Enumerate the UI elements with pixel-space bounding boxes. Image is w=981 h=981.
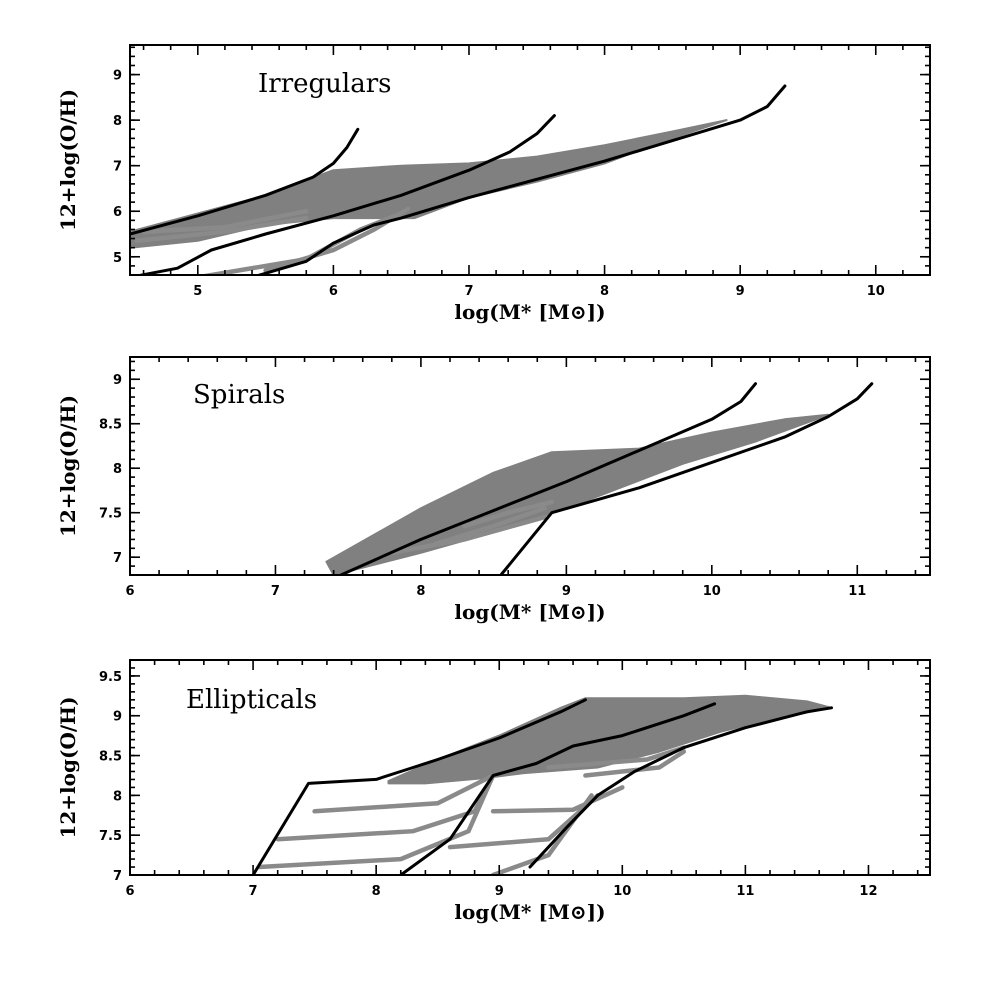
panel-spirals: 6 7 8 9 10 11 7 7.5 8 8.5 9 Spirals log(M* [M⊙]) 12+l… [56,356,931,624]
series-grey-track-2 [141,208,309,234]
series-track-2 [134,114,556,275]
panel-title: Ellipticals [186,685,317,715]
y-tick-label: 5 [113,251,122,266]
x-tick-label: 7 [249,884,258,899]
y-tick-label: 8.5 [99,750,122,765]
series-grey-track-3 [256,773,496,870]
x-axis-label: log(M* [M⊙]) [454,600,605,624]
x-tick-label: 9 [562,584,571,599]
plot-area [130,84,787,275]
plot-area [251,694,833,875]
y-axis-label: 12+log(O/H) [56,696,80,838]
panel-ellipticals: 6 7 8 9 10 11 1277.588.599.5Ellipticalslog(M* … [56,659,931,924]
y-axis-label: 12+log(O/H) [56,89,80,231]
y-tick-label: 9 [113,69,122,84]
x-tick-label: 6 [125,884,134,899]
plot-frame [129,44,931,276]
x-tick-label: 8 [416,584,425,599]
y-tick-label: 6 [113,205,122,220]
x-axis-label: log(M* [M⊙]) [454,300,605,324]
series-grey-track-7 [583,749,687,778]
y-axis-label: 12+log(O/H) [56,395,80,537]
x-tick-label: 11 [736,884,754,899]
x-tick-label: 9 [495,884,504,899]
x-tick-label: 7 [271,584,280,599]
series-grey-track-8 [546,745,687,770]
series-track-1 [251,698,587,875]
y-tick-label: 7 [113,869,122,884]
x-tick-label: 8 [372,884,381,899]
series-track-3 [254,84,787,275]
series-track-2 [399,702,717,875]
y-tick-label: 9 [113,710,122,725]
x-tick-label: 10 [867,284,885,299]
x-axis-label: log(M* [M⊙]) [454,900,605,924]
series-grey-track-1 [389,514,547,556]
x-tick-label: 6 [329,284,338,299]
panel-irregulars: 5 6 7 8 9 10 5 6 7 8 9 Irregulars log(M* [M⊙]) 12+log… [56,44,931,324]
grey-envelope-band [325,413,830,575]
x-tick-label: 9 [736,284,745,299]
y-tick-label: 7 [113,160,122,175]
x-tick-label: 8 [600,284,609,299]
x-tick-label: 7 [464,284,473,299]
y-tick-label: 8.5 [99,418,122,433]
series-grey-track-2 [433,506,547,547]
y-tick-label: 7.5 [99,507,122,522]
series-grey-track-4 [490,785,625,814]
series-grey-track-3 [462,499,555,529]
y-tick-label: 8 [113,789,122,804]
series-track-3 [528,706,833,869]
series-track-2 [499,382,874,575]
y-tick-label: 8 [113,462,122,477]
series-grey-track-1 [312,773,496,814]
series-track-1 [339,382,757,575]
y-tick-label: 7.5 [99,829,122,844]
plot-frame [129,659,931,876]
series-grey-track-1 [134,215,309,244]
x-tick-label: 11 [848,584,866,599]
y-tick-label: 7 [113,551,122,566]
y-tick-label: 9.5 [99,670,122,685]
x-tick-label: 5 [193,284,202,299]
y-tick-label: 9 [113,373,122,388]
x-tick-label: 10 [703,584,721,599]
panel-title: Spirals [193,380,285,410]
x-tick-label: 10 [613,884,631,899]
y-tick-label: 8 [113,114,122,129]
x-tick-label: 12 [859,884,877,899]
plot-area [325,382,874,575]
series-track-1 [130,127,360,236]
panel-title: Irregulars [258,69,392,99]
x-tick-label: 6 [125,584,134,599]
plot-frame [129,356,931,576]
